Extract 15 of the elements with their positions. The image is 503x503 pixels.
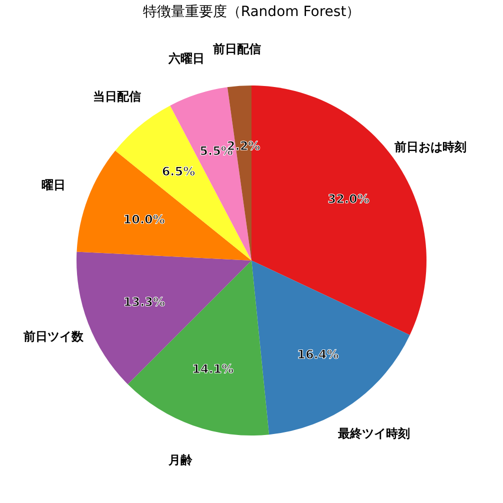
slice-label: 月齢	[167, 453, 194, 468]
data-label: 6.5%	[162, 164, 196, 179]
slice-label: 六曜日	[168, 52, 205, 66]
data-label: 16.4%	[297, 347, 339, 362]
chart-title: 特徴量重要度（Random Forest）	[142, 4, 360, 20]
data-label: 10.0%	[123, 212, 165, 227]
data-label: 14.1%	[192, 362, 234, 376]
slice-label: 前日おは時刻	[394, 140, 466, 154]
slice-label: 前日ツイ数	[22, 330, 85, 344]
slice-label: 前日配信	[212, 42, 261, 56]
data-label: 13.3%	[123, 294, 165, 309]
slice-label: 当日配信	[92, 90, 141, 104]
slice-label: 曜日	[41, 178, 66, 192]
data-label: 32.0%	[328, 192, 370, 206]
slice-label: 最終ツイ時刻	[336, 426, 410, 441]
